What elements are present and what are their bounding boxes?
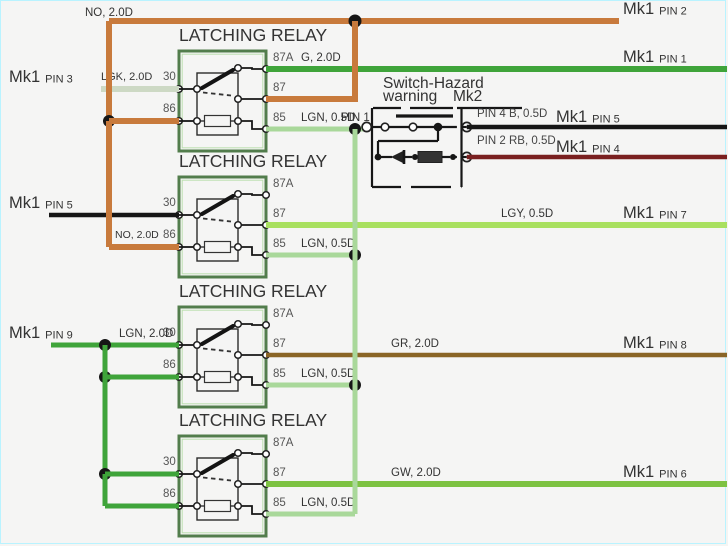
svg-text:87: 87 — [273, 338, 286, 350]
svg-text:87A: 87A — [273, 178, 294, 190]
svg-text:LATCHING RELAY: LATCHING RELAY — [179, 25, 327, 45]
svg-text:86: 86 — [163, 229, 176, 241]
svg-text:NO, 2.0D: NO, 2.0D — [115, 229, 159, 241]
svg-text:LGN, 0.5D: LGN, 0.5D — [301, 238, 355, 250]
svg-text:30: 30 — [163, 197, 176, 209]
svg-text:GR, 2.0D: GR, 2.0D — [391, 338, 439, 350]
svg-text:NO, 2.0D: NO, 2.0D — [85, 7, 133, 19]
svg-text:86: 86 — [163, 103, 176, 115]
svg-text:G, 2.0D: G, 2.0D — [301, 52, 341, 64]
svg-text:87: 87 — [273, 467, 286, 479]
svg-text:87A: 87A — [273, 52, 294, 64]
svg-text:87A: 87A — [273, 437, 294, 449]
svg-text:warning: warning — [382, 88, 437, 105]
svg-text:LGN, 0.5D: LGN, 0.5D — [301, 368, 355, 380]
svg-text:86: 86 — [163, 359, 176, 371]
svg-text:Mk2: Mk2 — [453, 88, 482, 105]
svg-text:RB, 0.5D: RB, 0.5D — [509, 135, 556, 147]
svg-text:LGN, 2.0D: LGN, 2.0D — [119, 328, 173, 340]
svg-text:PIN 4: PIN 4 — [477, 108, 506, 120]
svg-text:85: 85 — [273, 368, 286, 380]
svg-text:85: 85 — [273, 112, 286, 124]
svg-text:87: 87 — [273, 208, 286, 220]
svg-text:85: 85 — [273, 238, 286, 250]
svg-text:87: 87 — [273, 82, 286, 94]
svg-text:30: 30 — [163, 71, 176, 83]
svg-text:85: 85 — [273, 497, 286, 509]
svg-text:GW, 2.0D: GW, 2.0D — [391, 467, 441, 479]
svg-text:30: 30 — [163, 456, 176, 468]
svg-text:LATCHING RELAY: LATCHING RELAY — [179, 151, 327, 171]
svg-text:PIN 2: PIN 2 — [477, 135, 506, 147]
svg-text:B, 0.5D: B, 0.5D — [509, 108, 547, 120]
svg-text:87A: 87A — [273, 308, 294, 320]
svg-text:LGN, 0.5D: LGN, 0.5D — [301, 497, 355, 509]
svg-text:LGY, 0.5D: LGY, 0.5D — [501, 208, 553, 220]
svg-text:LATCHING RELAY: LATCHING RELAY — [179, 410, 327, 430]
svg-text:86: 86 — [163, 488, 176, 500]
svg-text:LATCHING RELAY: LATCHING RELAY — [179, 281, 327, 301]
